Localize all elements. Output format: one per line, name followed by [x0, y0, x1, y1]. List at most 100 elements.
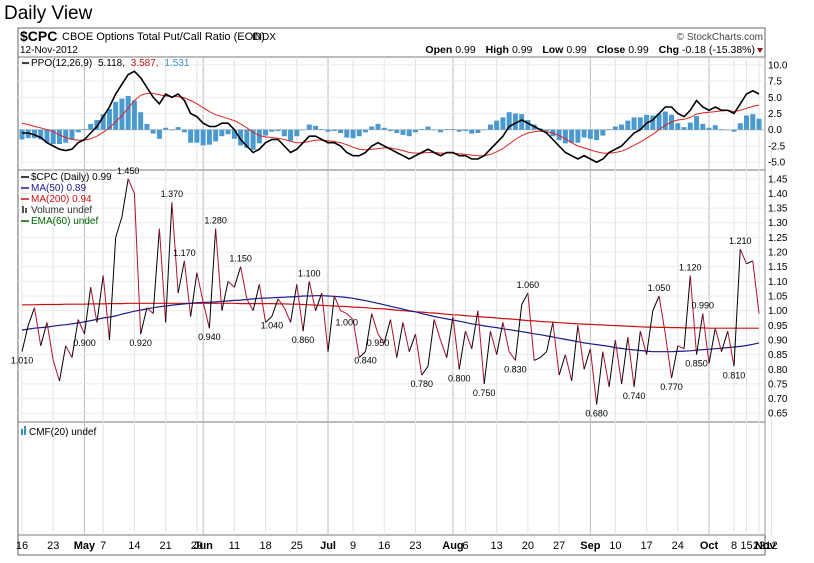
- price-segment: [327, 295, 335, 352]
- symbol: $CPC: [20, 28, 57, 44]
- price-data-label: 1.050: [648, 283, 671, 293]
- price-tick-label: 0.95: [768, 321, 788, 332]
- price-segment: [414, 334, 423, 376]
- price-segment: [508, 351, 516, 361]
- price-segment: [283, 307, 292, 323]
- price-segment: [358, 351, 366, 358]
- price-data-label: 1.100: [298, 268, 321, 278]
- price-data-label: 0.860: [292, 335, 315, 345]
- high-label: High: [486, 44, 509, 56]
- price-segment: [677, 345, 685, 350]
- price-segment: [527, 293, 535, 361]
- ppo-histogram-bar: [250, 129, 256, 150]
- price-segment: [477, 310, 485, 384]
- price-segment: [383, 319, 391, 344]
- price-segment: [77, 319, 85, 335]
- price-segment: [377, 333, 385, 344]
- ppo-tick-label: 5.0: [768, 93, 782, 104]
- ppo-histogram-bar: [756, 118, 762, 130]
- price-segment: [540, 351, 547, 358]
- cmf-icon: [21, 429, 23, 435]
- ppo-histogram-bar: [656, 113, 662, 130]
- price-segment: [608, 339, 616, 387]
- price-data-label: 0.770: [660, 382, 683, 392]
- ppo-histogram-bar: [131, 100, 137, 130]
- date-tick-label: 22: [753, 540, 765, 552]
- price-segment: [133, 193, 142, 335]
- price-data-label: 0.800: [448, 373, 471, 383]
- close-value: 0.99: [628, 44, 649, 56]
- price-segment: [190, 272, 198, 317]
- ppo-histogram-bar: [412, 129, 418, 133]
- ppo-histogram-bar: [575, 129, 581, 143]
- grid-lines: [18, 57, 772, 535]
- ppo-histogram-bar: [569, 129, 575, 143]
- price-segment: [108, 237, 117, 340]
- price-segment: [46, 322, 54, 361]
- ppo-histogram-bar: [69, 129, 75, 140]
- price-segment: [733, 249, 741, 367]
- ppo-histogram-bar: [525, 119, 531, 130]
- ppo-histogram-bar: [500, 117, 506, 130]
- price-segment: [489, 331, 498, 355]
- price-segment: [233, 266, 242, 288]
- ppo-histogram-bar: [494, 120, 500, 130]
- price-segment: [96, 275, 104, 323]
- open-value: 0.99: [455, 44, 476, 56]
- price-tick-label: 1.05: [768, 292, 788, 303]
- price-segment: [458, 331, 466, 370]
- ppo-histogram-bar: [388, 129, 393, 132]
- price-segment: [502, 322, 510, 352]
- price-segment: [564, 354, 573, 382]
- price-segment: [65, 345, 73, 358]
- ppo-legend: PPO(12,26,9) 5.118, 3.587, 1.531: [31, 58, 190, 69]
- ohlc-summary: Open 0.99 High 0.99 Low 0.99 Close 0.99 Chg -…: [425, 44, 755, 56]
- date-tick-label: 17: [640, 540, 652, 552]
- ppo-histogram-bar: [719, 129, 725, 130]
- ppo-histogram-bar: [313, 125, 319, 130]
- price-segment: [633, 331, 641, 387]
- ppo-panel: [19, 70, 762, 164]
- price-segment: [577, 325, 585, 370]
- price-segment: [215, 228, 223, 311]
- date-tick-label: 20: [522, 540, 534, 552]
- price-segment: [558, 354, 566, 376]
- price-segment: [83, 287, 92, 335]
- ppo-histogram-bar: [512, 113, 518, 130]
- ppo-histogram-bar: [469, 129, 475, 134]
- ppo-histogram-bar: [375, 123, 381, 130]
- price-segment: [483, 331, 491, 384]
- ppo-histogram-bar: [113, 101, 119, 130]
- cmf-icon-bar: [24, 426, 26, 435]
- price-segment: [533, 357, 541, 361]
- ppo-histogram-bar: [194, 129, 200, 143]
- price-segment: [246, 298, 254, 311]
- date-tick-label: 12: [765, 540, 777, 552]
- ppo-histogram-bar: [56, 129, 62, 145]
- ppo-histogram-bar: [631, 117, 637, 130]
- ppo-histogram-bar: [619, 124, 625, 130]
- ppo-histogram-bar: [156, 129, 162, 139]
- ppo-histogram-bar: [275, 129, 281, 132]
- ppo-histogram-bar: [706, 127, 712, 130]
- price-tick-label: 1.10: [768, 277, 788, 288]
- ppo-histogram-bar: [431, 129, 437, 131]
- ppo-histogram-bar: [338, 129, 344, 133]
- ppo-histogram-bar: [394, 129, 400, 133]
- price-segment: [464, 330, 473, 349]
- price-segment: [727, 331, 735, 367]
- ppo-histogram-bar: [637, 117, 643, 130]
- date-tick-label: 13: [491, 540, 503, 552]
- ppo-legend-label: PPO(12,26,9): [31, 58, 92, 69]
- price-tick-label: 1.45: [768, 174, 788, 185]
- price-segment: [583, 348, 591, 370]
- price-segment: [721, 331, 729, 352]
- ppo-legend-value: 5.118,: [98, 58, 125, 69]
- price-segment: [27, 307, 35, 326]
- date-tick-label: 6: [462, 540, 468, 552]
- ppo-histogram-bar: [75, 129, 81, 133]
- ppo-histogram-bar: [625, 120, 631, 130]
- price-data-label: 0.780: [410, 379, 433, 389]
